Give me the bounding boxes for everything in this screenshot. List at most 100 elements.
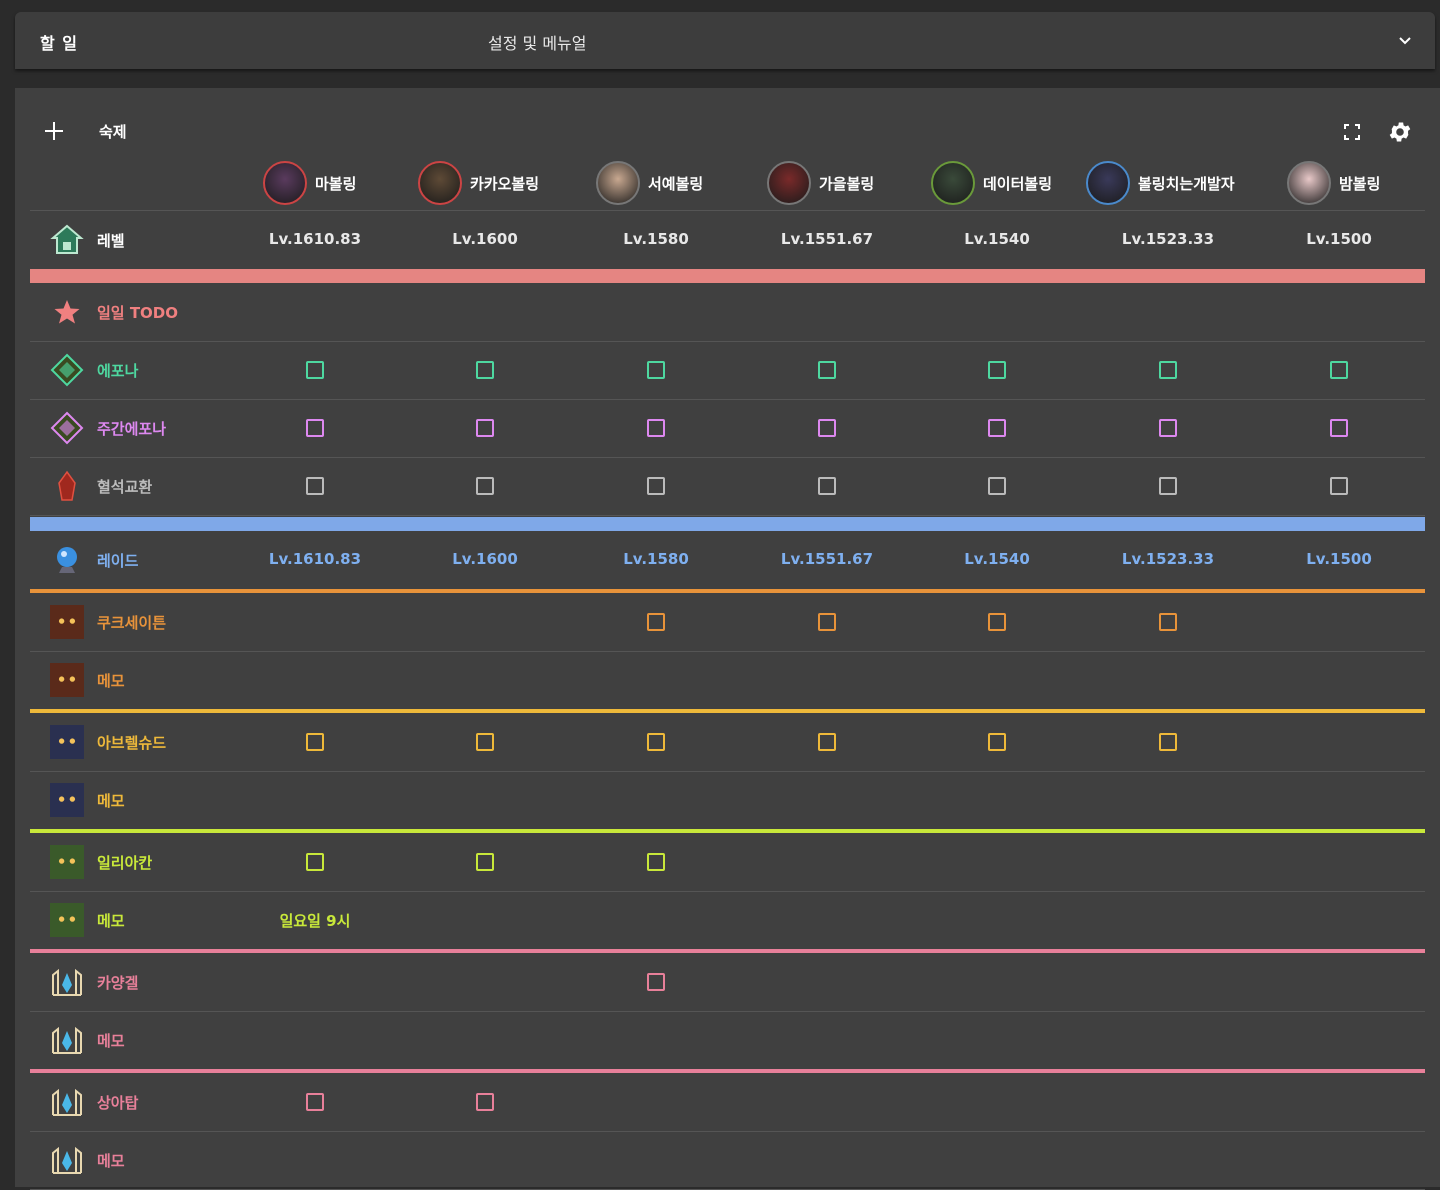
section-divider — [30, 269, 1425, 283]
star-icon — [50, 295, 84, 329]
raid-row: 카양겔 — [30, 953, 1425, 1012]
fullscreen-icon[interactable] — [1343, 123, 1361, 141]
kayangel-icon — [50, 965, 84, 999]
character-column-header[interactable]: 카카오볼링 — [418, 158, 539, 208]
illiakan-icon — [50, 903, 84, 937]
checkbox[interactable] — [476, 733, 494, 751]
homework-label: 숙제 — [99, 123, 127, 141]
add-icon[interactable] — [43, 120, 65, 142]
row-label: 메모 — [97, 672, 125, 690]
row-label: 아브렐슈드 — [97, 734, 167, 752]
raid-row: 아브렐슈드 — [30, 713, 1425, 772]
raid-level: Lv.1610.83 — [268, 550, 362, 568]
character-column-header[interactable]: 마볼링 — [263, 158, 356, 208]
checkbox[interactable] — [476, 361, 494, 379]
row-label: 혈석교환 — [97, 478, 153, 496]
checkbox[interactable] — [476, 477, 494, 495]
checkbox[interactable] — [818, 733, 836, 751]
row-label: 메모 — [97, 792, 125, 810]
row-label: 메모 — [97, 1152, 125, 1170]
checkbox[interactable] — [647, 419, 665, 437]
raid-row: 상아탑 — [30, 1073, 1425, 1132]
checkbox[interactable] — [1159, 733, 1177, 751]
row-label: 상아탑 — [97, 1094, 139, 1112]
daily-todo-row: 일일 TODO — [30, 283, 1425, 342]
kouku-icon — [50, 605, 84, 639]
checkbox[interactable] — [1330, 477, 1348, 495]
row-label: 에포나 — [97, 362, 139, 380]
avatar — [418, 161, 462, 205]
checkbox[interactable] — [306, 419, 324, 437]
character-level: Lv.1523.33 — [1121, 230, 1215, 248]
character-name: 데이터볼링 — [983, 174, 1053, 193]
checkbox[interactable] — [988, 477, 1006, 495]
panel-toolbar: 숙제 — [15, 118, 1440, 148]
section-divider — [30, 1069, 1425, 1073]
checkbox[interactable] — [476, 853, 494, 871]
abrelshud-icon — [50, 783, 84, 817]
chevron-down-icon[interactable] — [1397, 32, 1413, 48]
raid-level: Lv.1523.33 — [1121, 550, 1215, 568]
checkbox[interactable] — [306, 361, 324, 379]
checkbox[interactable] — [818, 361, 836, 379]
checkbox[interactable] — [818, 419, 836, 437]
character-level: Lv.1600 — [452, 230, 518, 248]
character-column-header[interactable]: 데이터볼링 — [931, 158, 1052, 208]
checkbox[interactable] — [647, 973, 665, 991]
checkbox[interactable] — [818, 477, 836, 495]
checkbox[interactable] — [647, 613, 665, 631]
checkbox[interactable] — [647, 477, 665, 495]
raid-level: Lv.1580 — [623, 550, 689, 568]
checkbox[interactable] — [1159, 477, 1177, 495]
gear-icon[interactable] — [1387, 119, 1413, 145]
checkbox[interactable] — [1159, 419, 1177, 437]
row-label: 레이드 — [97, 552, 139, 570]
checkbox[interactable] — [647, 853, 665, 871]
memo-value[interactable]: 일요일 9시 — [279, 912, 351, 930]
bloodstone-row: 혈석교환 — [30, 457, 1425, 516]
section-divider — [30, 709, 1425, 713]
checkbox[interactable] — [1159, 613, 1177, 631]
avatar — [767, 161, 811, 205]
checkbox[interactable] — [306, 733, 324, 751]
checkbox[interactable] — [476, 1093, 494, 1111]
homework-panel: 숙제 마볼링 카카오볼링 서예볼링 가을볼링 데이터볼링 볼링치는개발자 밤볼링 레벨 Lv.… — [15, 88, 1440, 1190]
checkbox[interactable] — [647, 733, 665, 751]
checkbox[interactable] — [306, 853, 324, 871]
home-icon — [50, 223, 84, 257]
checkbox[interactable] — [1330, 361, 1348, 379]
character-level: Lv.1500 — [1306, 230, 1372, 248]
checkbox[interactable] — [1330, 419, 1348, 437]
epona-icon — [50, 353, 84, 387]
ivory-tower-icon — [50, 1143, 84, 1177]
raid-level: Lv.1500 — [1306, 550, 1372, 568]
checkbox[interactable] — [988, 733, 1006, 751]
checkbox[interactable] — [647, 361, 665, 379]
character-name: 볼링치는개발자 — [1138, 174, 1235, 193]
level-row: 레벨 — [30, 211, 1425, 270]
checkbox[interactable] — [306, 477, 324, 495]
checkbox[interactable] — [476, 419, 494, 437]
checkbox[interactable] — [988, 361, 1006, 379]
character-column-header[interactable]: 볼링치는개발자 — [1086, 158, 1235, 208]
kouku-icon — [50, 663, 84, 697]
character-column-header[interactable]: 서예볼링 — [596, 158, 703, 208]
checkbox[interactable] — [818, 613, 836, 631]
row-label: 일리아칸 — [97, 854, 153, 872]
section-divider — [30, 829, 1425, 833]
avatar — [1287, 161, 1331, 205]
checkbox[interactable] — [988, 419, 1006, 437]
raid-level: Lv.1551.67 — [780, 550, 874, 568]
settings-manual-menu[interactable]: 설정 및 메뉴얼 — [488, 34, 587, 53]
ivory-tower-icon — [50, 1085, 84, 1119]
checkbox[interactable] — [988, 613, 1006, 631]
character-column-header[interactable]: 밤볼링 — [1287, 158, 1380, 208]
checkbox[interactable] — [306, 1093, 324, 1111]
row-label: 일일 TODO — [97, 304, 179, 322]
character-level: Lv.1540 — [964, 230, 1030, 248]
avatar — [263, 161, 307, 205]
character-column-header[interactable]: 가을볼링 — [767, 158, 874, 208]
checkbox[interactable] — [1159, 361, 1177, 379]
avatar — [931, 161, 975, 205]
row-label: 메모 — [97, 1032, 125, 1050]
